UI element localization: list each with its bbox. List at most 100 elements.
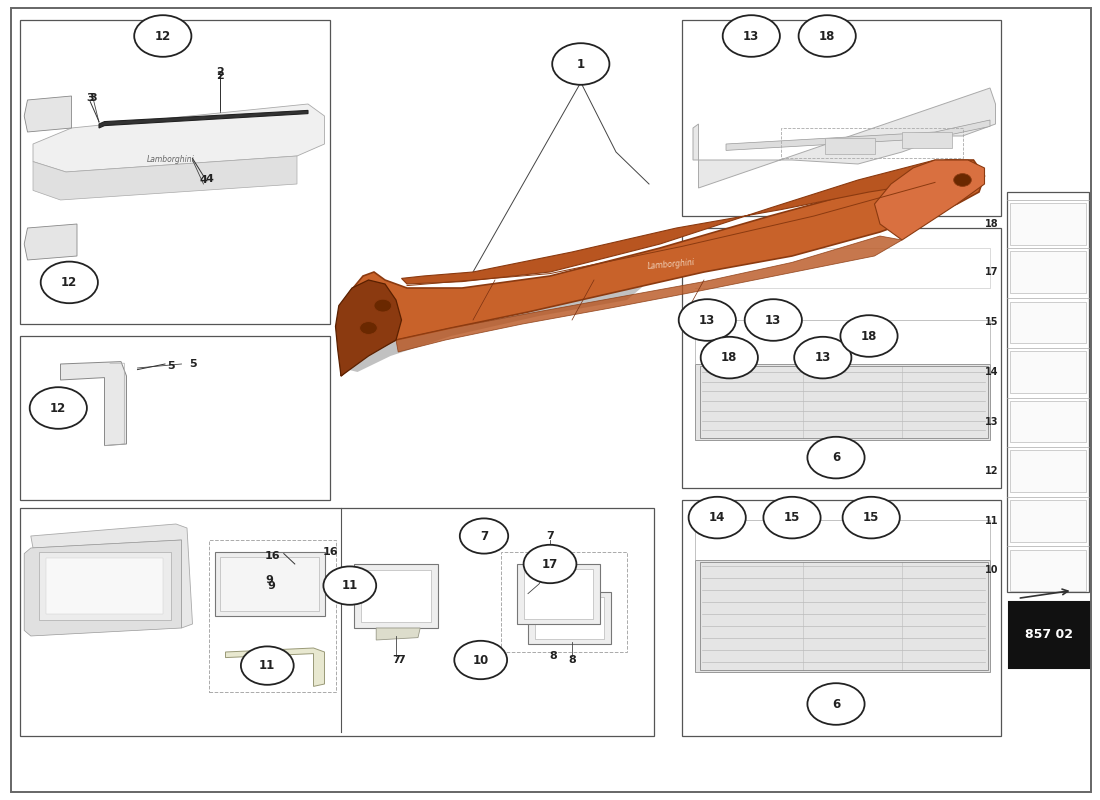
Polygon shape: [341, 160, 984, 376]
Bar: [682, 20, 1001, 216]
Polygon shape: [376, 628, 420, 640]
Polygon shape: [33, 156, 297, 200]
Text: 12: 12: [62, 276, 77, 289]
Text: 3: 3: [90, 93, 97, 102]
Circle shape: [360, 322, 377, 334]
Text: 7: 7: [480, 530, 488, 542]
Text: 2: 2: [216, 71, 224, 81]
Circle shape: [41, 262, 98, 303]
Text: 16: 16: [322, 547, 338, 557]
Polygon shape: [695, 560, 990, 672]
Text: 3: 3: [87, 93, 94, 102]
Text: 5: 5: [189, 359, 196, 369]
Text: 6: 6: [832, 698, 840, 710]
Polygon shape: [31, 524, 192, 628]
Circle shape: [323, 566, 376, 605]
Text: 15: 15: [784, 511, 800, 524]
Text: 18: 18: [861, 330, 877, 342]
Bar: [220, 557, 319, 611]
Text: 18: 18: [820, 30, 835, 42]
Circle shape: [794, 337, 851, 378]
Text: 5: 5: [167, 361, 174, 370]
Bar: [1010, 500, 1086, 542]
Bar: [682, 228, 1001, 488]
Text: 7: 7: [397, 655, 406, 665]
Text: 9: 9: [265, 575, 274, 585]
Circle shape: [807, 437, 865, 478]
Circle shape: [30, 387, 87, 429]
Text: 4: 4: [205, 174, 213, 184]
Polygon shape: [99, 110, 308, 128]
Bar: [528, 592, 611, 644]
Bar: [682, 500, 1001, 736]
Text: a passion for parts since 1985: a passion for parts since 1985: [310, 405, 570, 523]
Bar: [1006, 192, 1089, 592]
Polygon shape: [874, 160, 984, 240]
Circle shape: [460, 518, 508, 554]
Bar: [535, 597, 604, 639]
Text: 11: 11: [986, 516, 999, 526]
Text: 14: 14: [986, 367, 999, 377]
Text: 8: 8: [549, 651, 558, 661]
Text: Lamborghini: Lamborghini: [647, 258, 695, 270]
Bar: [209, 540, 336, 692]
Circle shape: [241, 646, 294, 685]
Text: 10: 10: [473, 654, 488, 666]
Polygon shape: [226, 648, 324, 686]
Text: 8: 8: [568, 655, 576, 665]
Text: 9: 9: [267, 581, 276, 590]
Circle shape: [745, 299, 802, 341]
Text: 857 02: 857 02: [1025, 628, 1072, 642]
Bar: [700, 562, 988, 670]
Circle shape: [679, 299, 736, 341]
Bar: [354, 564, 438, 628]
Text: 18: 18: [986, 219, 999, 229]
Polygon shape: [396, 236, 902, 352]
Circle shape: [374, 299, 392, 312]
Polygon shape: [726, 120, 990, 150]
Polygon shape: [336, 280, 402, 376]
Text: 4: 4: [199, 175, 208, 185]
Polygon shape: [402, 160, 984, 284]
Bar: [1010, 251, 1086, 293]
Text: 13: 13: [744, 30, 759, 42]
Circle shape: [454, 641, 507, 679]
Bar: [825, 138, 874, 154]
Circle shape: [689, 497, 746, 538]
Bar: [700, 366, 988, 438]
Text: 11: 11: [260, 659, 275, 672]
Text: 16: 16: [265, 551, 280, 561]
Bar: [517, 564, 600, 624]
Circle shape: [954, 174, 971, 186]
Circle shape: [524, 545, 576, 583]
Polygon shape: [24, 96, 72, 132]
Text: 7: 7: [546, 531, 554, 541]
Text: 18: 18: [722, 351, 737, 364]
Polygon shape: [693, 88, 996, 188]
Text: 12: 12: [51, 402, 66, 414]
Bar: [1010, 450, 1086, 492]
Circle shape: [840, 315, 898, 357]
Circle shape: [807, 683, 865, 725]
Bar: [39, 552, 170, 620]
Text: 15: 15: [864, 511, 879, 524]
Bar: [1010, 351, 1086, 393]
Text: 11: 11: [342, 579, 358, 592]
Bar: [46, 558, 163, 614]
Text: 13: 13: [986, 417, 999, 426]
Polygon shape: [33, 104, 324, 172]
Polygon shape: [24, 540, 182, 636]
Text: 13: 13: [700, 314, 715, 326]
Text: 7: 7: [392, 655, 400, 665]
Bar: [781, 128, 962, 158]
Circle shape: [763, 497, 821, 538]
Bar: [1010, 302, 1086, 343]
Text: 12: 12: [986, 466, 999, 476]
Bar: [1010, 550, 1086, 591]
Bar: [20, 20, 330, 324]
Circle shape: [701, 337, 758, 378]
Text: 17: 17: [542, 558, 558, 570]
Bar: [1010, 401, 1086, 442]
Bar: [20, 336, 330, 500]
Text: 2: 2: [216, 67, 224, 77]
